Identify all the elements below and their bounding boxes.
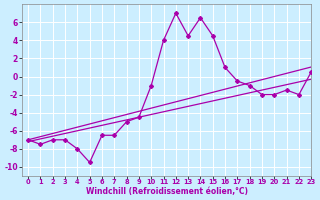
X-axis label: Windchill (Refroidissement éolien,°C): Windchill (Refroidissement éolien,°C) — [85, 187, 248, 196]
